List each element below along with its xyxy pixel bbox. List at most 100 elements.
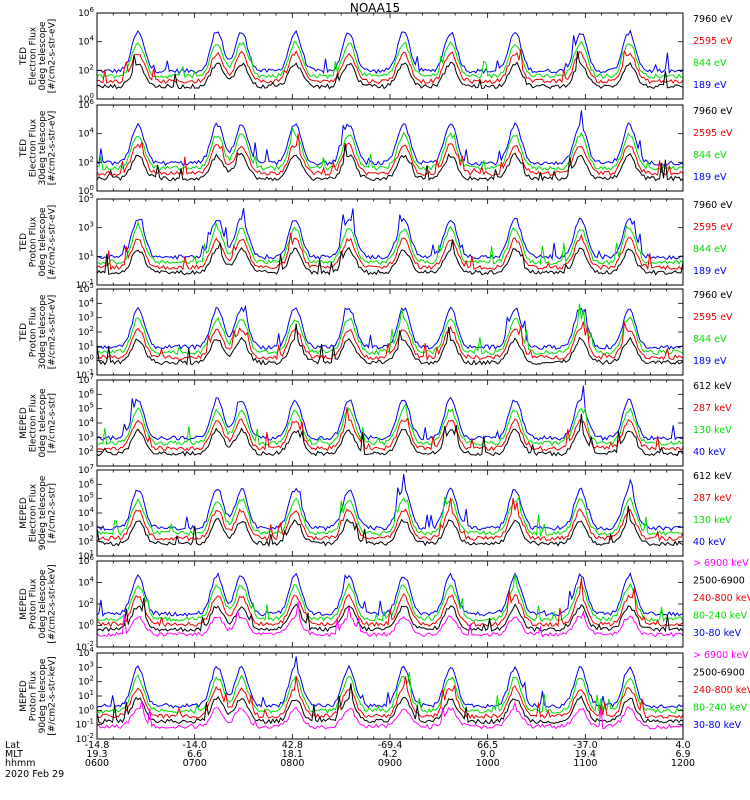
y-tick-label: 104 — [78, 646, 94, 659]
y-tick-label: 102 — [78, 675, 94, 688]
x-row-value: 0900 — [378, 758, 402, 769]
y-tick-label: 10-1 — [76, 718, 94, 731]
y-axis-label-line: Electron Flux — [28, 118, 38, 177]
y-tick-label: 104 — [78, 35, 94, 48]
trace-130-kev — [96, 403, 684, 447]
y-axis-label-line: Proton Flux — [28, 216, 38, 267]
panel-2: 100 102 104 106 TED Electron Flux 30deg telesc… — [19, 98, 733, 197]
y-axis-label-line: [#/cm2-s-str-eV] — [47, 205, 57, 280]
x-row-value: 1000 — [476, 758, 500, 769]
panel-1: 100 102 104 106 TED Electron Flux 0deg telesco… — [19, 6, 733, 105]
y-tick-label: 100 — [78, 703, 94, 716]
legend-entry: 240-800 keV — [693, 685, 750, 696]
x-row-value: -69.4 — [378, 740, 403, 751]
y-tick-label: 100 — [78, 619, 94, 632]
x-row-value: 4.0 — [675, 740, 690, 751]
y-tick-label: 106 — [78, 554, 94, 567]
legend-entry: > 6900 keV — [693, 650, 749, 661]
legend-entry: 2500-6900 — [693, 576, 745, 587]
y-tick-label: 105 — [78, 282, 94, 295]
y-tick-label: 100 — [78, 184, 94, 197]
y-axis-label-line: [#/cm2-s-str-eV] — [47, 19, 57, 94]
y-axis-label-line: TED — [19, 139, 29, 158]
trace-612-kev — [96, 505, 684, 548]
trace-80-240-kev — [96, 671, 684, 715]
y-axis-label-line: Proton Flux — [28, 578, 38, 629]
y-axis-label-line: Proton Flux — [28, 306, 38, 357]
legend-entry: 7960 eV — [693, 14, 733, 25]
x-row-name-mlt: MLT — [5, 749, 23, 760]
trace--6900-kev — [96, 601, 684, 638]
trace-189-ev — [96, 110, 684, 166]
trace-40-kev — [96, 385, 684, 442]
legend-entry: 130 keV — [693, 515, 732, 526]
y-axis-label-line: MEPED — [19, 497, 29, 529]
y-tick-label: 102 — [78, 155, 94, 168]
y-tick-label: 102 — [78, 535, 94, 548]
y-tick-label: 103 — [78, 311, 94, 324]
legend-entry: 189 eV — [693, 356, 727, 367]
y-tick-label: 10-2 — [76, 640, 94, 653]
chart-title: NOAA15 — [349, 1, 401, 15]
legend-entry: 2595 eV — [693, 128, 733, 139]
trace-240-800-kev — [96, 577, 684, 628]
y-tick-label: 102 — [78, 445, 94, 458]
trace-40-kev — [96, 473, 684, 532]
legend-entry: 30-80 keV — [693, 720, 742, 731]
y-tick-label: 104 — [78, 127, 94, 140]
trace-240-800-kev — [96, 676, 684, 720]
legend-entry: 7960 eV — [693, 290, 733, 301]
y-tick-label: 10-1 — [76, 278, 94, 291]
legend-entry: 2595 eV — [693, 312, 733, 323]
legend-entry: 844 eV — [693, 150, 727, 161]
trace-7960-ev — [96, 323, 684, 366]
legend-entry: 844 eV — [693, 244, 727, 255]
y-tick-label: 10-1 — [76, 368, 94, 381]
legend-entry: 7960 eV — [693, 200, 733, 211]
y-tick-label: 10-2 — [76, 732, 94, 745]
x-row-value: 6.9 — [675, 749, 690, 760]
legend-entry: 612 keV — [693, 381, 732, 392]
trace-844-ev — [96, 220, 684, 266]
y-tick-label: 101 — [78, 339, 94, 352]
trace-2595-ev — [96, 48, 684, 85]
trace-844-ev — [96, 40, 684, 80]
trace--6900-kev — [96, 700, 684, 730]
y-tick-label: 103 — [78, 430, 94, 443]
panel-frame — [96, 652, 684, 740]
y-axis-label-line: MEPED — [19, 680, 29, 712]
panel-3: 10-1 101 103 105 TED Proton Flux 0deg telescop… — [19, 192, 733, 291]
y-axis-label-line: 30deg telescope — [38, 294, 48, 369]
legend-entry: > 6900 keV — [693, 558, 749, 569]
legend-entry: 287 keV — [693, 403, 732, 414]
x-row-value: -14.0 — [182, 740, 207, 751]
x-row-value: -37.0 — [573, 740, 598, 751]
trace-844-ev — [96, 127, 684, 172]
date-label: 2020 Feb 29 — [5, 769, 64, 780]
legend-entry: 844 eV — [693, 58, 727, 69]
y-axis-label-line: [#/cm2-s-str-eV] — [47, 295, 57, 370]
legend-entry: 40 keV — [693, 447, 726, 458]
y-tick-label: 104 — [78, 296, 94, 309]
y-axis-label-line: MEPED — [19, 588, 29, 620]
y-axis-label-line: 0deg telescope — [38, 207, 48, 277]
y-axis-label-line: TED — [19, 47, 29, 66]
y-tick-label: 101 — [78, 689, 94, 702]
y-tick-label: 101 — [78, 549, 94, 562]
y-axis-label-line: Electron Flux — [28, 483, 38, 542]
legend-entry: 30-80 keV — [693, 628, 742, 639]
y-axis-label-line: TED — [19, 233, 29, 252]
trace-2595-ev — [96, 321, 684, 362]
y-tick-label: 107 — [78, 373, 94, 386]
y-tick-label: 107 — [78, 463, 94, 476]
legend-entry: 80-240 keV — [693, 703, 748, 714]
y-tick-label: 105 — [78, 492, 94, 505]
x-row-value: 1200 — [671, 758, 695, 769]
y-tick-label: 103 — [78, 660, 94, 673]
trace-612-kev — [96, 413, 684, 457]
x-row-value: 9.0 — [480, 749, 495, 760]
